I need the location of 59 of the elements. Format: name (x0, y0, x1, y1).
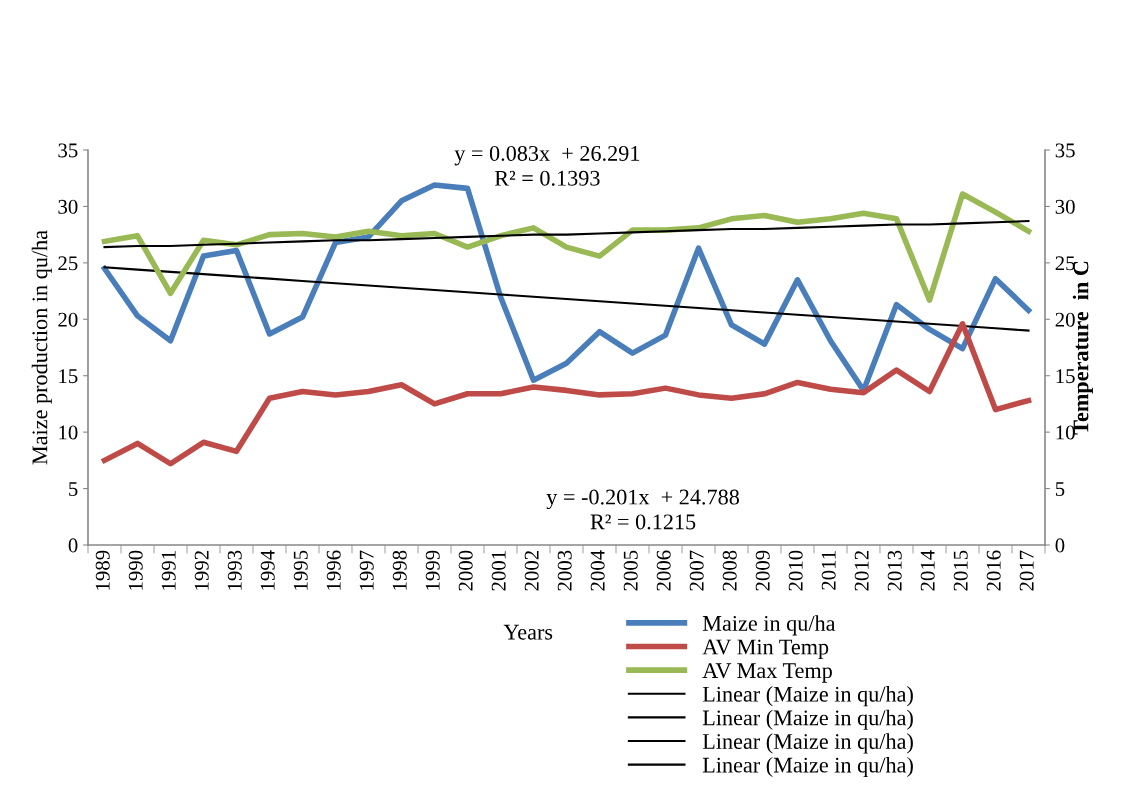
y-tick-label: 30 (58, 199, 78, 214)
line-series (103, 266, 1030, 332)
x-tick-label: 2003 (557, 550, 572, 591)
legend-label: Linear (Maize in qu/ha) (702, 709, 913, 730)
y2-tick-label: 25 (1055, 256, 1075, 271)
x-tick-label: 1997 (359, 550, 374, 590)
x-tick-label: 2017 (1019, 550, 1034, 591)
x-axis-title: Years (503, 624, 553, 640)
x-tick-label: 1992 (194, 551, 209, 590)
x-tick-label: 2013 (887, 550, 902, 591)
x-tick-label: 2002 (524, 551, 539, 591)
x-tick-label: 2014 (920, 550, 935, 591)
y-tick-label: 35 (58, 143, 78, 158)
legend-label: AV Max Temp (702, 663, 832, 683)
legend-label: Linear (Maize in qu/ha) (702, 686, 913, 707)
x-tick-label: 2000 (458, 550, 473, 591)
legend-label: AV Min Temp (702, 639, 829, 659)
x-tick-label: 2008 (722, 550, 737, 591)
y2-tick-label: 20 (1055, 312, 1075, 327)
y2-axis-title: Temperature in C (1072, 261, 1093, 435)
x-tick-label: 2010 (788, 550, 803, 591)
x-tick-label: 1990 (128, 550, 143, 590)
y-axis-title: Maize production in qu/ha (31, 230, 52, 465)
y2-tick-label: 15 (1056, 369, 1075, 384)
y-tick-label: 10 (59, 425, 78, 440)
line-series (103, 220, 1030, 249)
y2-tick-label: 35 (1055, 143, 1075, 158)
x-tick-label: 1999 (425, 550, 440, 590)
legend-label: Linear (Maize in qu/ha) (702, 756, 913, 778)
annotation: y = -0.201x + 24.788 R² = 0.1215 (546, 489, 739, 530)
x-tick-label: 2009 (755, 550, 770, 591)
legend-label: Linear (Maize in qu/ha) (702, 733, 913, 754)
x-tick-label: 1991 (161, 551, 176, 590)
x-tick-label: 2012 (854, 551, 869, 591)
x-tick-label: 2015 (953, 550, 968, 591)
y2-tick-label: 10 (1056, 425, 1075, 440)
y-tick-label: 20 (58, 312, 78, 327)
x-tick-label: 1995 (293, 550, 308, 590)
y-tick-label: 5 (69, 482, 78, 496)
x-tick-label: 2007 (689, 550, 704, 591)
y-tick-label: 25 (58, 256, 78, 271)
x-tick-label: 2011 (821, 551, 836, 590)
x-tick-label: 2001 (491, 551, 506, 591)
y2-tick-label: 0 (1055, 538, 1065, 553)
y-tick-label: 0 (68, 538, 78, 553)
x-tick-label: 2004 (590, 550, 605, 591)
annotation: y = 0.083x + 26.291 R² = 0.1393 (454, 145, 640, 186)
x-tick-label: 2006 (656, 550, 671, 591)
x-tick-label: 1994 (260, 550, 275, 590)
y2-tick-label: 5 (1055, 482, 1065, 496)
x-tick-label: 1993 (227, 550, 242, 590)
x-tick-label: 1998 (392, 550, 407, 590)
y-tick-label: 15 (59, 369, 78, 384)
x-tick-label: 2016 (986, 550, 1001, 591)
x-tick-label: 1989 (95, 550, 110, 590)
x-tick-label: 1996 (326, 550, 341, 590)
x-tick-label: 2005 (623, 550, 638, 591)
y2-tick-label: 30 (1055, 199, 1075, 214)
legend-label: Maize in qu/ha (702, 615, 836, 636)
